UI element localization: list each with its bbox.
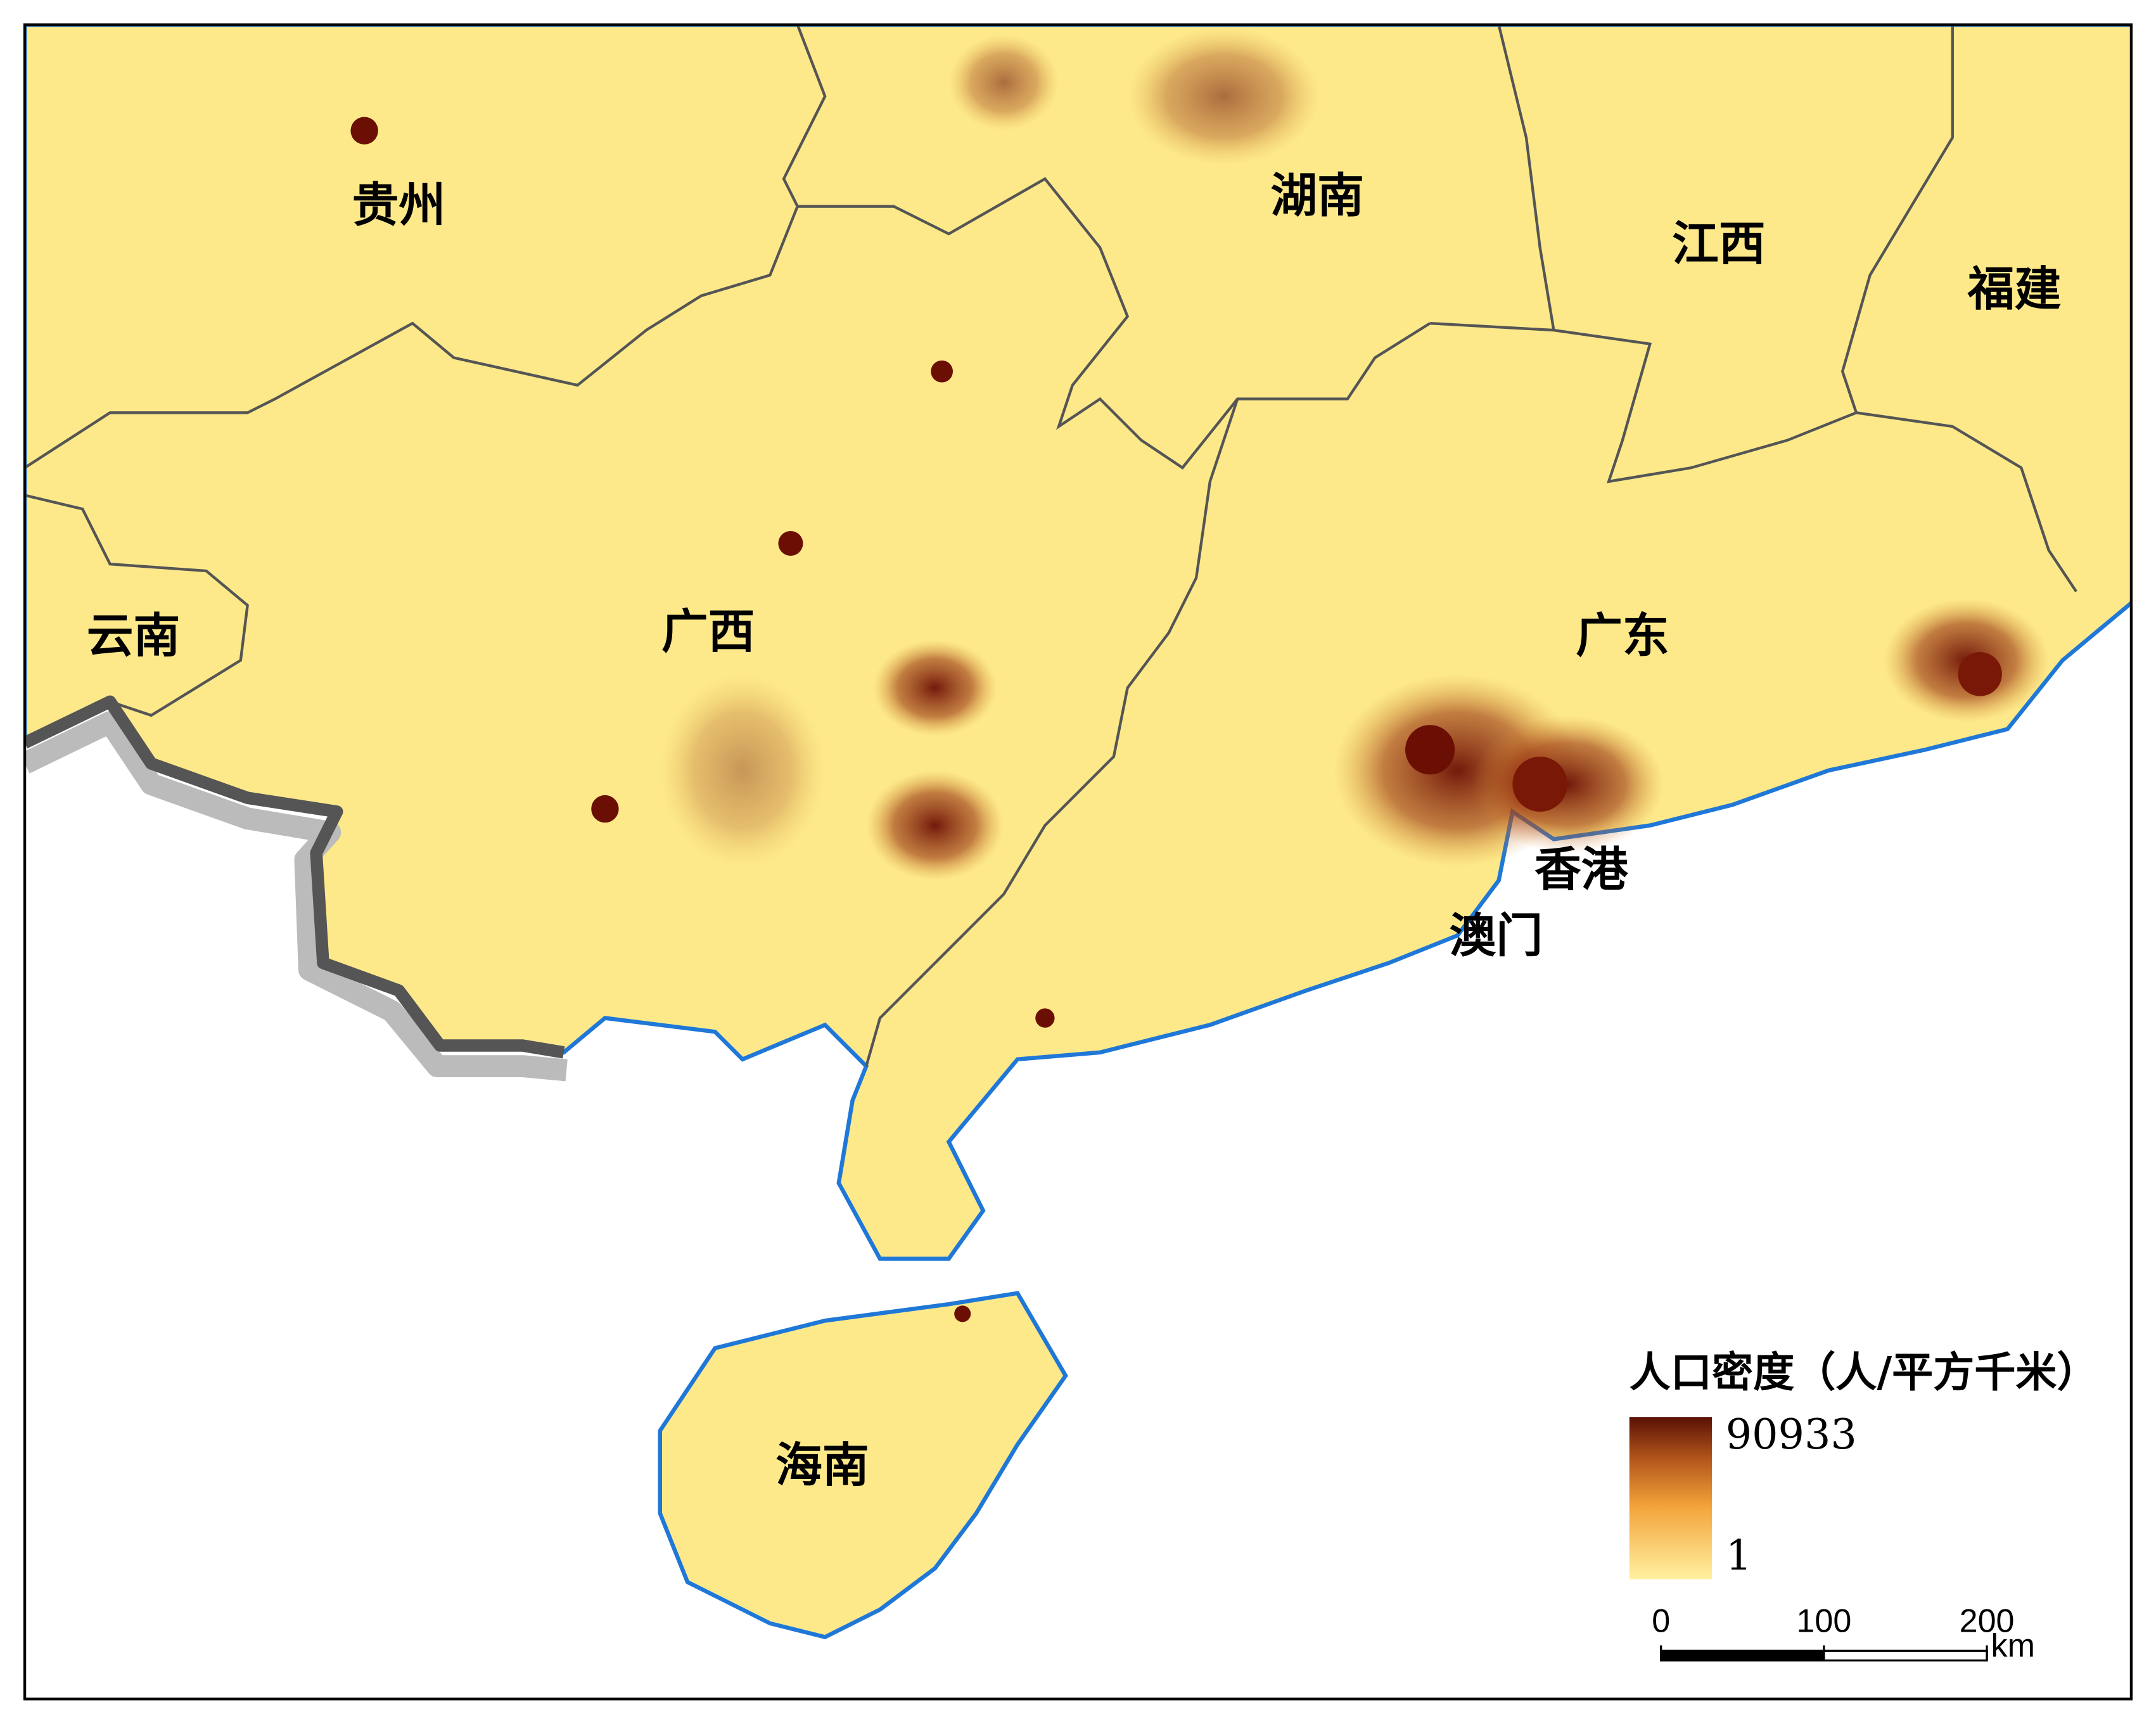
scale-segment: [1660, 1649, 1825, 1662]
map-body: [25, 25, 2131, 1640]
scale-tick-label: 200: [1960, 1603, 2015, 1640]
legend-ramp: [1629, 1417, 1712, 1580]
land-border: [25, 695, 565, 1059]
legend-min: 1: [1726, 1532, 1752, 1580]
region-label: 广西: [661, 605, 755, 659]
scale-unit: km: [1991, 1628, 2035, 1665]
region-label: 湖南: [1270, 169, 1364, 223]
scale-segment: [1823, 1649, 1988, 1662]
region-label: 海南: [775, 1438, 869, 1493]
region-label: 云南: [87, 609, 181, 663]
land-border: [25, 711, 568, 1082]
province-borders: [25, 25, 2077, 1067]
scale-tick-label: 0: [1652, 1603, 1670, 1640]
legend-title: 人口密度（人/平方千米）: [1630, 1348, 2098, 1397]
map-frame: [23, 23, 2133, 1701]
legend-max: 90933: [1726, 1411, 1857, 1459]
scale-tick-label: 100: [1796, 1603, 1851, 1640]
region-label: 贵州: [352, 178, 446, 233]
population-hotspots: [350, 27, 2049, 1322]
region-label: 澳门: [1449, 909, 1543, 963]
hainan: [658, 1291, 1068, 1640]
region-label: 广东: [1576, 609, 1669, 663]
region-label: 福建: [1967, 262, 2062, 316]
region-label: 香港: [1534, 843, 1629, 897]
region-label: 江西: [1672, 217, 1766, 271]
